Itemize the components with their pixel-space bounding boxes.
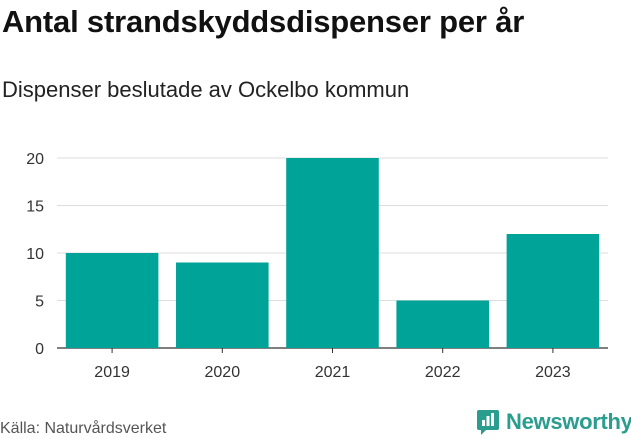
y-tick-label: 0 [35,341,44,358]
chart-title: Antal strandskyddsdispenser per år [2,4,525,39]
bar-2021 [286,158,379,348]
x-tick-label: 2023 [535,364,571,381]
x-tick-label: 2019 [94,364,130,381]
bars [65,158,600,348]
y-tick-label: 5 [35,294,44,311]
y-tick-label: 15 [26,199,44,216]
bar-2023 [506,234,600,348]
bar-2020 [176,262,269,348]
y-axis-tick-labels: 0 5 10 15 20 [26,151,44,358]
bar-2019 [65,253,159,348]
y-tick-label: 20 [26,151,44,168]
y-tick-label: 10 [26,246,44,263]
x-tick-label: 2022 [425,364,461,381]
bar-chart: 0 5 10 15 20 2019 2020 2021 2022 2023 [26,151,608,381]
chart-subtitle: Dispenser beslutade av Ockelbo kommun [2,77,410,102]
source-note: Källa: Naturvårdsverket [0,420,167,437]
newsworthy-logo-icon [477,410,499,435]
x-tick-label: 2020 [205,364,241,381]
brand-logo: Newsworthy [476,408,631,436]
x-tick-label: 2021 [315,364,351,381]
x-axis-tick-labels: 2019 2020 2021 2022 2023 [94,348,571,381]
brand-name: Newsworthy [506,409,631,434]
bar-2022 [396,300,489,348]
